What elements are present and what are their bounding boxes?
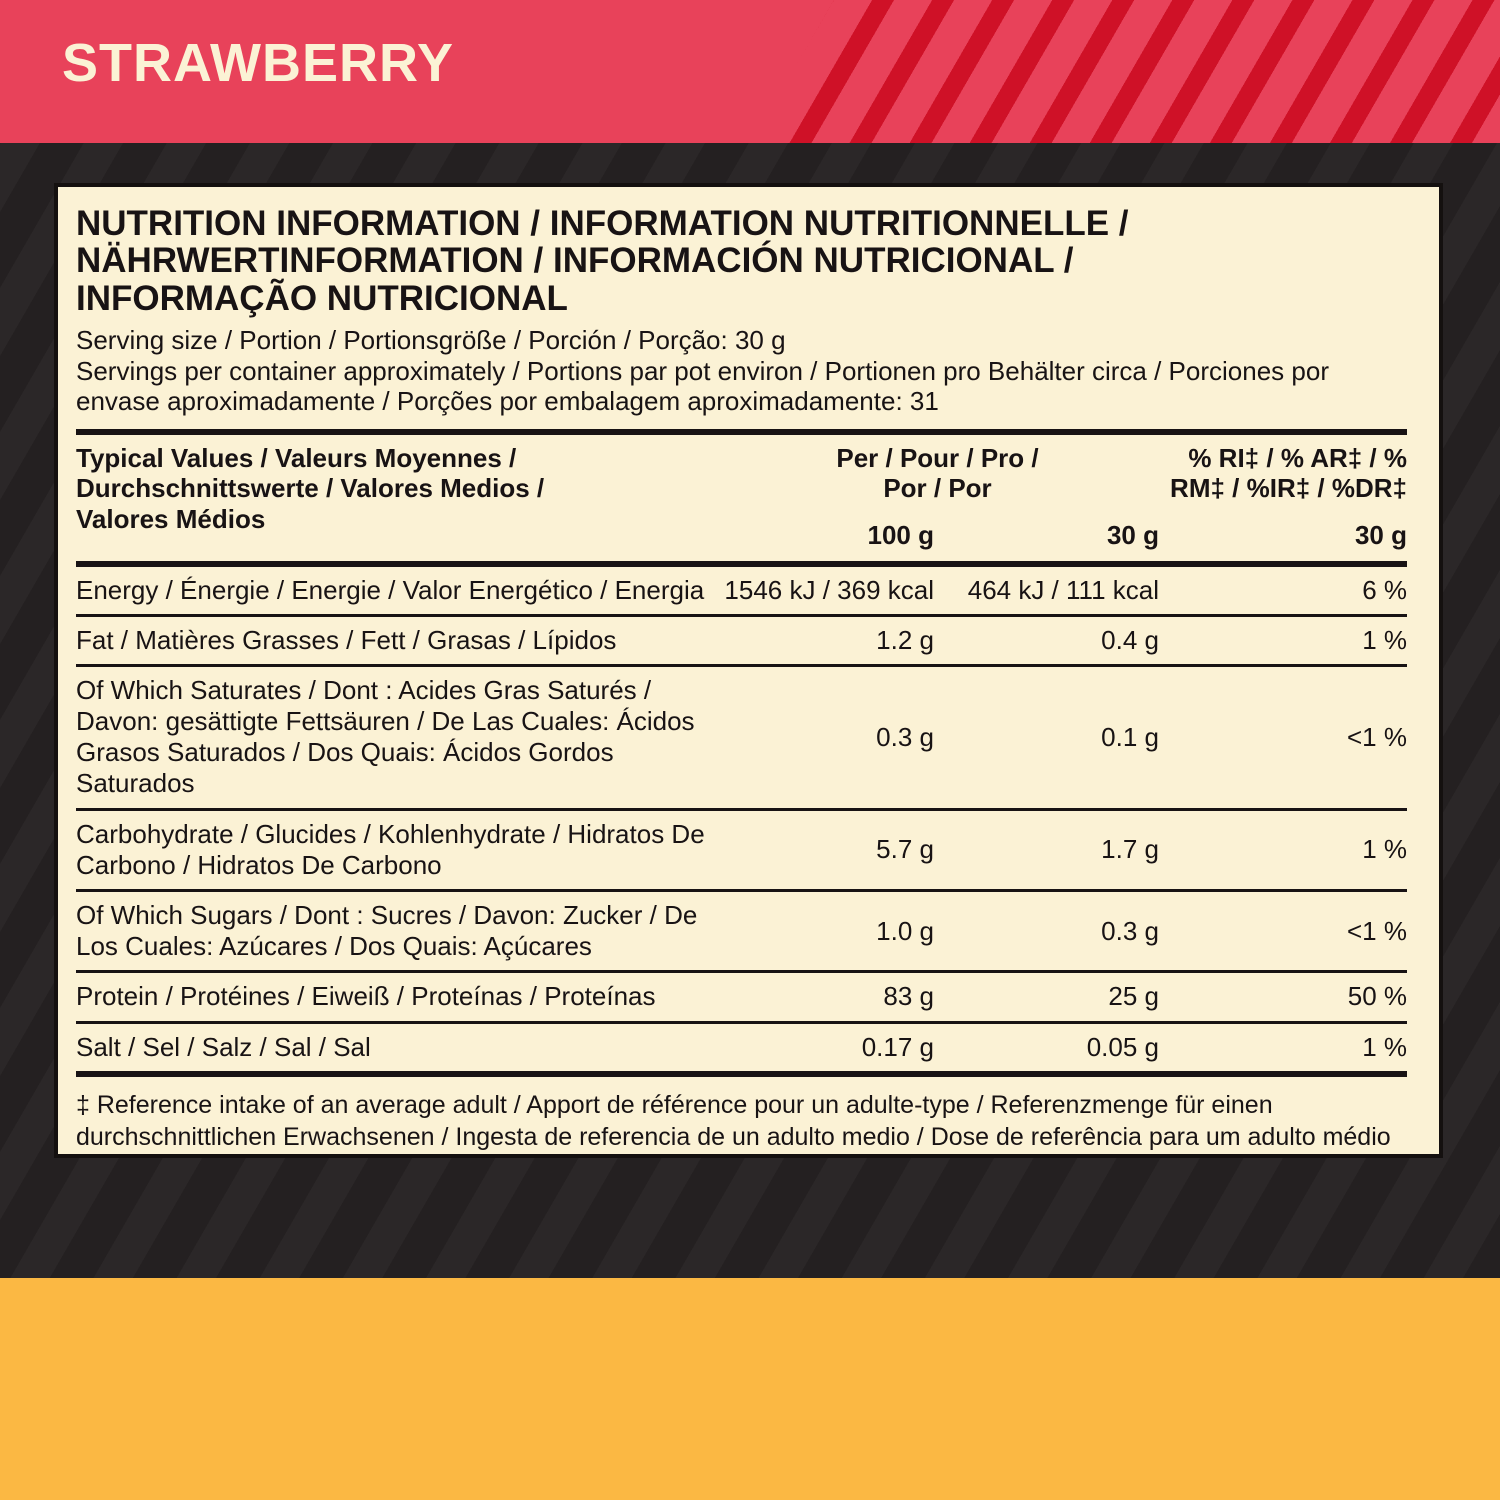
value-per-100g: 83 g [883,981,934,1012]
column-header-per: Per / Pour / Pro / Por / Por [716,443,1159,504]
row-label: Of Which Saturates / Dont : Acides Gras … [76,674,695,799]
serving-size-text: Serving size / Portion / Portionsgröße /… [76,325,786,356]
value-per-100g: 5.7 g [876,834,934,865]
value-ri-percent: 6 % [1362,574,1407,605]
row-label: Fat / Matières Grasses / Fett / Grasas /… [76,624,617,655]
per-line-2: Por / Por [883,473,992,504]
flavor-name: STRAWBERRY [62,33,455,93]
value-per-100g: 1.0 g [876,915,934,946]
table-row: Of Which Sugars / Dont : Sucres / Davon:… [76,889,1407,970]
value-per-100g: 1546 kJ / 369 kcal [724,574,934,605]
nutrition-panel: NUTRITION INFORMATION / INFORMATION NUTR… [54,183,1443,1158]
column-header-ri-30g: 30 g [1354,519,1407,550]
panel-title: NUTRITION INFORMATION / INFORMATION NUTR… [76,204,1407,318]
table-row: Energy / Énergie / Energie / Valor Energ… [76,567,1407,614]
value-per-30g: 0.3 g [1101,915,1159,946]
table-row: Carbohydrate / Glucides / Kohlenhydrate … [76,807,1407,889]
value-ri-percent: 50 % [1347,981,1407,1012]
column-header-ri-percent: % RI‡ / % AR‡ / % RM‡ / %IR‡ / %DR‡ [1159,443,1407,504]
value-ri-percent: <1 % [1347,915,1407,946]
banner-diagonal-stripes [752,0,1500,143]
ri-line-1: % RI‡ / % AR‡ / % [1188,442,1407,473]
column-header-100g: 100 g [867,519,935,550]
table-row: Fat / Matières Grasses / Fett / Grasas /… [76,613,1407,664]
typical-values-line-2: Durchschnittswerte / Valores Medios / [76,473,545,504]
row-label: Protein / Protéines / Eiweiß / Proteínas… [76,981,656,1012]
value-ri-percent: 1 % [1362,834,1407,865]
row-label: Of Which Sugars / Dont : Sucres / Davon:… [76,900,698,962]
flavor-banner: STRAWBERRY [0,0,1500,143]
table-row: Salt / Sel / Salz / Sal / Sal 0.17 g 0.05 … [76,1020,1407,1071]
table-row: Protein / Protéines / Eiweiß / Proteínas… [76,970,1407,1020]
reference-intake-note: ‡ Reference intake of an average adult /… [76,1090,1391,1151]
table-row: Of Which Saturates / Dont : Acides Gras … [76,663,1407,808]
column-header-30g: 30 g [1106,519,1159,550]
table-rows: Energy / Énergie / Energie / Valor Energ… [76,567,1407,1071]
value-per-100g: 1.2 g [876,624,934,655]
nutrition-table: Typical Values / Valeurs Moyennes / Durc… [76,428,1407,1077]
ri-line-2: RM‡ / %IR‡ / %DR‡ [1170,473,1407,504]
servings-per-container-text: Servings per container approximately / P… [76,355,1329,417]
value-per-30g: 0.4 g [1101,624,1159,655]
panel-title-line-2: NÄHRWERTINFORMATION / INFORMACIÓN NUTRIC… [76,241,1074,281]
value-ri-percent: <1 % [1347,721,1407,752]
value-per-30g: 0.05 g [1086,1031,1159,1062]
value-per-30g: 0.1 g [1101,721,1159,752]
value-ri-percent: 1 % [1362,624,1407,655]
per-line-1: Per / Pour / Pro / [836,442,1039,473]
value-per-100g: 0.17 g [861,1031,934,1062]
table-header: Typical Values / Valeurs Moyennes / Durc… [76,435,1407,567]
column-header-typical-values: Typical Values / Valeurs Moyennes / Durc… [76,443,716,551]
value-per-100g: 0.3 g [876,721,934,752]
value-per-30g: 464 kJ / 111 kcal [967,574,1159,605]
typical-values-line-3: Valores Médios [76,503,266,534]
row-label: Energy / Énergie / Energie / Valor Energ… [76,574,705,605]
typical-values-line-1: Typical Values / Valeurs Moyennes / [76,442,517,473]
value-ri-percent: 1 % [1362,1031,1407,1062]
bottom-accent-band [0,1278,1500,1500]
panel-title-line-3: INFORMAÇÃO NUTRICIONAL [76,278,568,318]
value-per-30g: 1.7 g [1101,834,1159,865]
value-per-30g: 25 g [1108,981,1159,1012]
row-label: Salt / Sel / Salz / Sal / Sal [76,1031,371,1062]
panel-title-line-1: NUTRITION INFORMATION / INFORMATION NUTR… [76,204,1129,243]
row-label: Carbohydrate / Glucides / Kohlenhydrate … [76,818,705,880]
